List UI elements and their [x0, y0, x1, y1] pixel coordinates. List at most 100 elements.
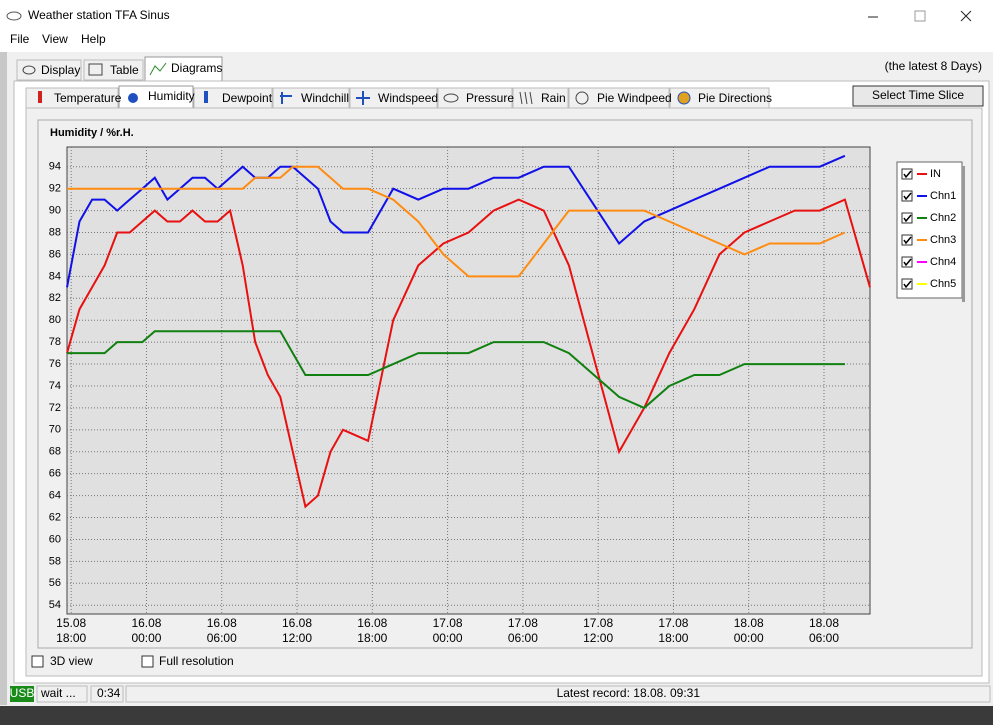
close-button[interactable]: [960, 10, 972, 22]
subtab-label[interactable]: Windspeed: [378, 91, 438, 105]
x-tick-label: 12:00: [583, 631, 613, 645]
y-tick-label: 92: [49, 183, 61, 195]
y-tick-label: 78: [49, 336, 61, 348]
tab-label[interactable]: Display: [41, 63, 80, 77]
title-bar: [0, 0, 993, 32]
plot-area: [66, 146, 871, 615]
chart-title: Humidity / %r.H.: [50, 127, 134, 139]
x-tick-label: 00:00: [734, 631, 764, 645]
subtab-icon: [356, 91, 370, 105]
legend-checkbox: [901, 190, 913, 202]
x-tick-label: 18:00: [658, 631, 688, 645]
x-tick-label: 17.08: [583, 616, 613, 630]
x-tick-label: 00:00: [131, 631, 161, 645]
menu-item[interactable]: View: [42, 32, 68, 46]
x-tick-label: 12:00: [282, 631, 312, 645]
subtab-label[interactable]: Pressure: [466, 91, 514, 105]
legend-box: [896, 161, 963, 299]
subtab-label[interactable]: Temperature: [54, 91, 122, 105]
status-text: 0:34: [97, 686, 121, 700]
x-tick-label: 17.08: [508, 616, 538, 630]
legend-check: [903, 280, 912, 289]
tab[interactable]: [16, 59, 82, 81]
subtab-icon: [443, 93, 459, 103]
status-usb: USB: [10, 686, 35, 700]
legend-shadow: [962, 166, 965, 302]
y-tick-label: 82: [49, 292, 61, 304]
maximize-button[interactable]: [914, 10, 926, 22]
subtab-row: Temperature Humidity Dewpoint Windchill …: [25, 85, 772, 109]
tab-label[interactable]: Table: [110, 63, 139, 77]
option-label[interactable]: 3D view: [50, 654, 93, 668]
legend-check: [903, 236, 912, 245]
menu-item[interactable]: Help: [81, 32, 106, 46]
subtab-label[interactable]: Pie Windpeed: [597, 91, 672, 105]
y-tick-label: 86: [49, 248, 61, 260]
series-line: [66, 154, 846, 288]
status-text: wait ...: [40, 686, 76, 700]
subtab-label[interactable]: Dewpoint: [222, 91, 273, 105]
status-field: [90, 685, 124, 703]
status-field: [36, 685, 88, 703]
x-tick-label: 06:00: [508, 631, 538, 645]
tab-icon: [149, 62, 167, 76]
y-tick-label: 72: [49, 402, 61, 414]
y-tick-label: 66: [49, 468, 61, 480]
legend-label: Chn4: [930, 256, 956, 268]
checkbox[interactable]: [141, 655, 154, 668]
menu-bar: [0, 32, 993, 52]
legend-checkbox: [901, 278, 913, 290]
subtab-label[interactable]: Humidity: [148, 89, 195, 103]
select-time-button[interactable]: [852, 85, 984, 107]
app-icon: [6, 11, 22, 21]
y-tick-label: 60: [49, 533, 61, 545]
x-tick-label: 17.08: [433, 616, 463, 630]
subtab-label[interactable]: Windchill: [301, 91, 349, 105]
window-title: Weather station TFA Sinus: [28, 8, 170, 22]
x-tick-label: 06:00: [809, 631, 839, 645]
subtab-icon: [128, 93, 138, 103]
checkbox[interactable]: [31, 655, 44, 668]
menu-item[interactable]: File: [10, 32, 30, 46]
legend-label: Chn3: [930, 234, 956, 246]
tab-label[interactable]: Diagrams: [171, 61, 222, 75]
x-tick-label: 06:00: [207, 631, 237, 645]
x-tick-label: 18:00: [357, 631, 387, 645]
desktop-edge: [0, 52, 7, 705]
usb-indicator: [10, 686, 34, 702]
y-tick-label: 62: [49, 511, 61, 523]
series-line: [67, 165, 846, 278]
y-tick-label: 94: [49, 161, 61, 173]
subtab-icon: [575, 91, 589, 105]
x-tick-label: 16.08: [131, 616, 161, 630]
legend-label: Chn1: [930, 190, 956, 202]
x-tick-label: 15.08: [56, 616, 86, 630]
legend-checkbox: [901, 168, 913, 180]
y-tick-label: 68: [49, 446, 61, 458]
y-tick-label: 84: [49, 270, 61, 282]
x-tick-label: 18.08: [734, 616, 764, 630]
legend-check: [903, 170, 912, 179]
legend-checkbox: [901, 234, 913, 246]
subtab-label[interactable]: Rain: [541, 91, 566, 105]
desktop-strip: [0, 706, 993, 725]
subtab-icon: [204, 91, 208, 103]
subtab-icon: [677, 91, 691, 105]
subtab-icon: [519, 91, 533, 105]
subtab-label[interactable]: Pie Directions: [698, 91, 772, 105]
y-tick-label: 64: [49, 490, 61, 502]
button-label[interactable]: Select Time Slice: [872, 88, 964, 102]
legend-check: [903, 258, 912, 267]
x-tick-label: 17.08: [658, 616, 688, 630]
y-tick-label: 80: [49, 314, 61, 326]
option-label[interactable]: Full resolution: [159, 654, 234, 668]
range-note: (the latest 8 Days): [885, 59, 982, 73]
subtab-icon: [38, 91, 42, 103]
status-field: [125, 685, 991, 703]
x-tick-label: 18.08: [809, 616, 839, 630]
legend-label: Chn5: [930, 278, 956, 290]
x-tick-label: 18:00: [56, 631, 86, 645]
y-tick-label: 70: [49, 424, 61, 436]
